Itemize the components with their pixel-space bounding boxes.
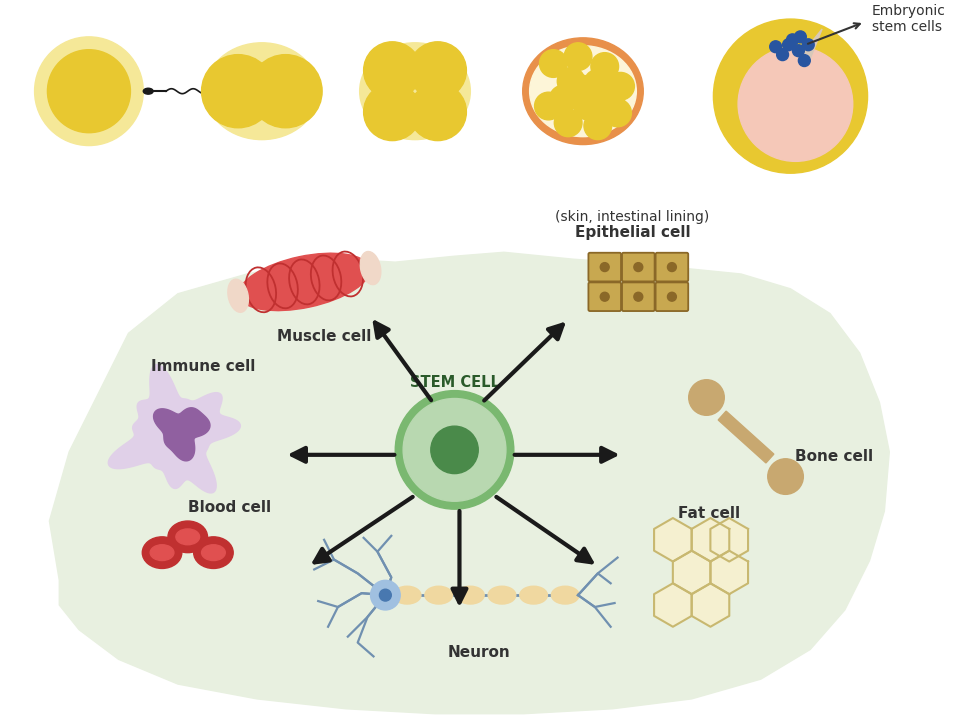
Circle shape <box>634 263 643 271</box>
Circle shape <box>667 292 677 301</box>
Polygon shape <box>691 583 730 626</box>
Circle shape <box>574 92 602 120</box>
Circle shape <box>549 85 577 113</box>
Ellipse shape <box>239 253 370 310</box>
Polygon shape <box>108 364 240 493</box>
Text: Muscle cell: Muscle cell <box>276 329 372 343</box>
FancyBboxPatch shape <box>622 253 655 282</box>
Text: Embryonic
stem cells: Embryonic stem cells <box>872 4 946 34</box>
FancyBboxPatch shape <box>588 253 621 282</box>
Circle shape <box>591 53 618 81</box>
FancyBboxPatch shape <box>656 282 688 311</box>
Circle shape <box>403 398 506 501</box>
Ellipse shape <box>176 529 200 545</box>
Circle shape <box>554 109 582 137</box>
Text: STEM CELL: STEM CELL <box>410 375 499 390</box>
Circle shape <box>688 379 724 415</box>
Circle shape <box>799 55 810 66</box>
Circle shape <box>535 92 563 120</box>
Circle shape <box>431 426 478 474</box>
Circle shape <box>792 45 804 57</box>
Ellipse shape <box>519 586 547 604</box>
Ellipse shape <box>522 38 643 145</box>
Circle shape <box>364 42 420 99</box>
Circle shape <box>713 19 868 174</box>
Ellipse shape <box>202 545 226 561</box>
Circle shape <box>202 55 275 127</box>
Ellipse shape <box>360 251 381 284</box>
Circle shape <box>249 55 323 127</box>
Circle shape <box>47 50 131 132</box>
Polygon shape <box>691 518 730 562</box>
Ellipse shape <box>150 545 174 561</box>
Polygon shape <box>710 551 748 594</box>
Circle shape <box>371 580 400 610</box>
Circle shape <box>569 76 597 103</box>
Circle shape <box>396 390 514 509</box>
Ellipse shape <box>394 586 420 604</box>
Circle shape <box>786 34 799 46</box>
Circle shape <box>768 459 804 495</box>
Ellipse shape <box>360 42 470 140</box>
Circle shape <box>597 87 625 115</box>
Circle shape <box>584 69 612 97</box>
Polygon shape <box>799 29 822 58</box>
Circle shape <box>540 50 567 77</box>
Text: (skin, intestinal lining): (skin, intestinal lining) <box>555 210 709 224</box>
Circle shape <box>409 84 467 140</box>
Circle shape <box>584 112 612 140</box>
Polygon shape <box>673 551 710 594</box>
Circle shape <box>564 42 592 71</box>
Circle shape <box>803 39 814 50</box>
Polygon shape <box>710 518 748 562</box>
Ellipse shape <box>457 586 484 604</box>
Polygon shape <box>718 411 774 463</box>
Circle shape <box>604 99 632 127</box>
FancyBboxPatch shape <box>656 253 688 282</box>
Text: Neuron: Neuron <box>448 645 511 660</box>
Circle shape <box>600 263 610 271</box>
Ellipse shape <box>228 279 249 312</box>
Circle shape <box>667 263 677 271</box>
Circle shape <box>409 42 467 99</box>
Polygon shape <box>49 252 889 714</box>
Circle shape <box>738 47 852 161</box>
Polygon shape <box>154 408 210 461</box>
Circle shape <box>770 41 781 53</box>
FancyBboxPatch shape <box>622 282 655 311</box>
Circle shape <box>600 292 610 301</box>
Ellipse shape <box>143 89 154 94</box>
Ellipse shape <box>142 537 181 569</box>
Text: Blood cell: Blood cell <box>187 500 271 515</box>
Polygon shape <box>654 583 692 626</box>
Text: Immune cell: Immune cell <box>152 359 255 374</box>
Ellipse shape <box>168 521 207 553</box>
Ellipse shape <box>205 42 319 140</box>
Circle shape <box>35 37 143 145</box>
FancyBboxPatch shape <box>588 282 621 311</box>
Ellipse shape <box>425 586 452 604</box>
Text: Epithelial cell: Epithelial cell <box>575 225 690 240</box>
Circle shape <box>364 84 420 140</box>
Ellipse shape <box>551 586 579 604</box>
Circle shape <box>782 39 795 50</box>
Circle shape <box>795 31 806 42</box>
Polygon shape <box>654 518 692 562</box>
Ellipse shape <box>488 586 516 604</box>
Circle shape <box>379 589 392 601</box>
Circle shape <box>777 49 788 60</box>
Circle shape <box>558 68 585 95</box>
Circle shape <box>634 292 643 301</box>
Text: Bone cell: Bone cell <box>796 449 874 464</box>
Text: Fat cell: Fat cell <box>679 505 740 521</box>
Circle shape <box>607 73 635 100</box>
Ellipse shape <box>530 46 636 137</box>
Ellipse shape <box>194 537 233 569</box>
